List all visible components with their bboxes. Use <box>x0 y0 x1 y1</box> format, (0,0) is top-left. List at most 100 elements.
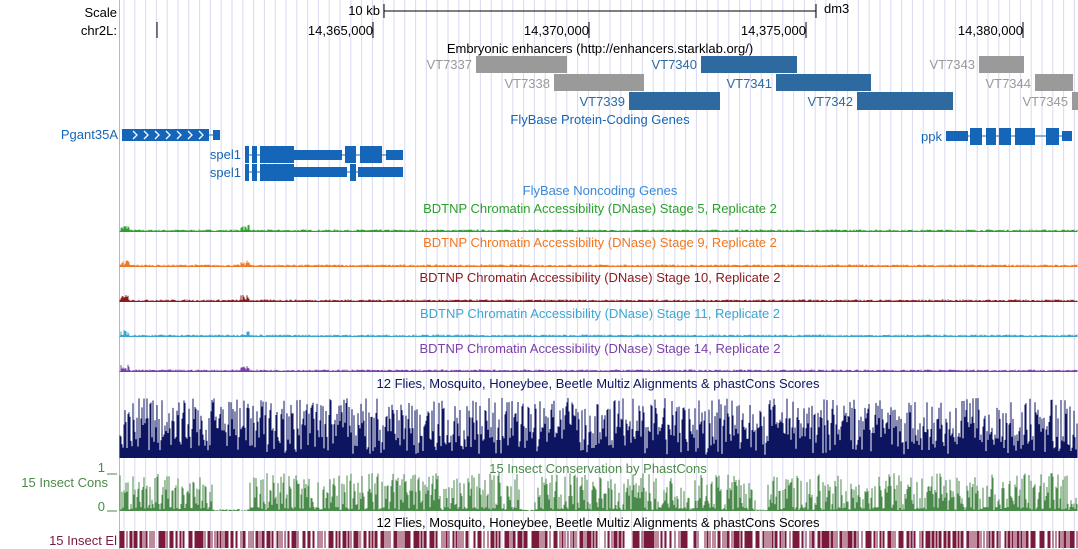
enhancer-label[interactable]: VT7341 <box>726 76 772 91</box>
vertical-grid-lines <box>123 0 1075 549</box>
enhancer-feature[interactable] <box>1035 74 1073 91</box>
enhancer-feature[interactable] <box>554 74 644 91</box>
dnase-track-title: BDTNP Chromatin Accessibility (DNase) St… <box>423 235 777 250</box>
gene-exon <box>350 164 356 181</box>
dnase-track-stage14[interactable]: BDTNP Chromatin Accessibility (DNase) St… <box>119 341 1078 372</box>
dnase-signal <box>119 330 1078 337</box>
enhancer-label[interactable]: VT7340 <box>651 57 697 72</box>
multiz-signal-path <box>119 398 1078 458</box>
enhancer-feature[interactable] <box>979 56 1024 73</box>
enhancer-label[interactable]: VT7339 <box>579 94 625 109</box>
enhancer-label[interactable]: VT7342 <box>807 94 853 109</box>
dnase-signal-path <box>119 295 1078 302</box>
multiz-track-title: 12 Flies, Mosquito, Honeybee, Beetle Mul… <box>377 376 820 391</box>
enhancer-feature[interactable] <box>857 92 953 110</box>
gene-utr <box>386 150 403 160</box>
coding-genes-track[interactable]: FlyBase Protein-Coding Genes Pgant35A sp… <box>61 112 1072 181</box>
enhancer-label[interactable]: VT7344 <box>985 76 1031 91</box>
gene-utr <box>1062 131 1072 141</box>
gene-utr <box>294 150 342 160</box>
gene-label[interactable]: spel1 <box>210 165 241 180</box>
gene-exon <box>252 164 257 181</box>
enhancer-label[interactable]: VT7338 <box>504 76 550 91</box>
dnase-signal-path <box>119 260 1078 267</box>
multiz-track[interactable]: 12 Flies, Mosquito, Honeybee, Beetle Mul… <box>119 376 1078 458</box>
dnase-signal <box>119 224 1078 232</box>
enhancers-track-title: Embryonic enhancers (http://enhancers.st… <box>447 41 753 56</box>
insect-cons-side-label[interactable]: 15 Insect Cons <box>21 475 108 490</box>
gene-label[interactable]: Pgant35A <box>61 127 118 142</box>
position-label: 14,370,000 <box>524 23 589 38</box>
dnase-signal <box>119 364 1078 372</box>
insect-el-track[interactable]: 12 Flies, Mosquito, Honeybee, Beetle Mul… <box>49 515 1078 548</box>
insect-cons-signal <box>119 473 1078 511</box>
insect-el-elements <box>119 531 1078 548</box>
dnase-signal <box>119 260 1078 267</box>
enhancer-feature[interactable] <box>476 56 567 73</box>
enhancers-track[interactable]: Embryonic enhancers (http://enhancers.st… <box>426 41 1078 110</box>
enhancer-feature[interactable] <box>776 74 871 91</box>
gene-spel1-a[interactable]: spel1 <box>210 146 403 163</box>
insect-el-bars <box>119 531 1078 548</box>
dnase-signal-path <box>119 330 1078 337</box>
gene-label[interactable]: ppk <box>921 129 942 144</box>
dnase-track-stage5[interactable]: BDTNP Chromatin Accessibility (DNase) St… <box>119 201 1078 232</box>
gene-utr <box>358 167 403 177</box>
noncoding-genes-track-title: FlyBase Noncoding Genes <box>523 183 678 198</box>
enhancer-feature[interactable] <box>629 92 720 110</box>
multiz-conservation-signal <box>119 398 1078 458</box>
dnase-track-title: BDTNP Chromatin Accessibility (DNase) St… <box>419 341 780 356</box>
enhancer-label[interactable]: VT7337 <box>426 57 472 72</box>
dnase-track-stage9[interactable]: BDTNP Chromatin Accessibility (DNase) St… <box>119 235 1078 267</box>
insect-el-track-title: 12 Flies, Mosquito, Honeybee, Beetle Mul… <box>377 515 820 530</box>
enhancer-label[interactable]: VT7345 <box>1022 94 1068 109</box>
insect-el-side-label[interactable]: 15 Insect El <box>49 533 117 548</box>
position-label: 14,380,000 <box>958 23 1023 38</box>
gene-pgant35a[interactable]: Pgant35A <box>61 127 220 142</box>
gene-exon <box>245 164 249 181</box>
dnase-track-title: BDTNP Chromatin Accessibility (DNase) St… <box>420 306 780 321</box>
gene-exon <box>360 146 382 163</box>
gene-exon <box>986 128 996 145</box>
grid-line <box>123 0 1075 549</box>
gene-exon <box>245 146 249 163</box>
gene-label[interactable]: spel1 <box>210 147 241 162</box>
assembly-label: dm3 <box>824 1 849 16</box>
gene-spel1-b[interactable]: spel1 <box>210 164 403 181</box>
insect-cons-track[interactable]: 15 Insect Cons 15 Insect Conservation by… <box>21 460 1078 514</box>
coding-genes-track-title: FlyBase Protein-Coding Genes <box>510 112 690 127</box>
dnase-signal-path <box>119 224 1078 232</box>
gene-exon <box>260 146 294 163</box>
strand-arrows <box>132 130 204 140</box>
scale-label: Scale <box>84 5 117 20</box>
enhancer-feature[interactable] <box>1072 92 1078 110</box>
gene-exon <box>999 128 1011 145</box>
gene-exon <box>970 128 982 145</box>
enhancer-feature[interactable] <box>701 56 797 73</box>
dnase-signal <box>119 295 1078 302</box>
gene-utr <box>946 131 968 141</box>
dnase-track-title: BDTNP Chromatin Accessibility (DNase) St… <box>423 201 777 216</box>
insect-cons-signal-path <box>119 473 1078 511</box>
gene-exon <box>252 146 257 163</box>
gene-exon <box>122 129 209 141</box>
chrom-label: chr2L: <box>81 23 117 38</box>
enhancer-label[interactable]: VT7343 <box>929 57 975 72</box>
dnase-track-stage10[interactable]: BDTNP Chromatin Accessibility (DNase) St… <box>119 270 1078 302</box>
gene-exon <box>345 146 356 163</box>
dnase-track-title: BDTNP Chromatin Accessibility (DNase) St… <box>419 270 780 285</box>
gene-exon <box>213 130 220 140</box>
position-label: 14,365,000 <box>308 23 373 38</box>
insect-cons-track-title: 15 Insect Conservation by PhastCons <box>489 461 707 476</box>
scale-bar-value: 10 kb <box>348 3 380 18</box>
gene-exon <box>260 164 294 181</box>
dnase-track-stage11[interactable]: BDTNP Chromatin Accessibility (DNase) St… <box>119 306 1078 337</box>
gene-ppk[interactable]: ppk <box>921 128 1072 145</box>
ruler[interactable]: Scale 10 kb dm3 chr2L: 14,365,000 14,370… <box>81 1 1024 38</box>
y-axis-max-label: 1 <box>98 460 105 475</box>
y-axis-min-label: 0 <box>98 499 105 514</box>
dnase-signal-path <box>119 364 1078 372</box>
gene-exon <box>1046 128 1059 145</box>
